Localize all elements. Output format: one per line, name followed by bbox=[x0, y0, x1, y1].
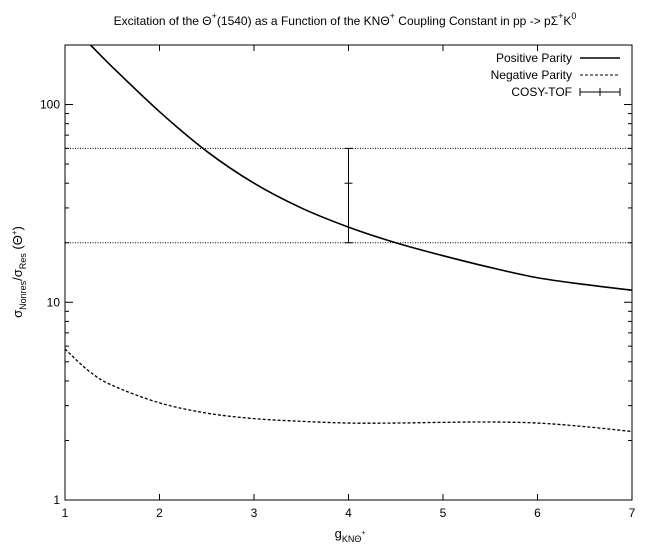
legend-label-cosy-tof: COSY-TOF bbox=[511, 85, 572, 99]
x-tick-label-5: 5 bbox=[440, 506, 447, 520]
y-tick-label-1: 1 bbox=[53, 493, 60, 507]
legend-label-positive-parity: Positive Parity bbox=[496, 51, 572, 65]
measurement-layer bbox=[344, 147, 353, 244]
legend-item-positive-parity: Positive Parity bbox=[496, 51, 620, 65]
x-tick-label-4: 4 bbox=[345, 506, 352, 520]
y-tick-label-10: 10 bbox=[47, 295, 61, 309]
y-axis-label: σNonres/σRes (Θ+) bbox=[10, 226, 28, 318]
plot-frame bbox=[64, 44, 633, 501]
legend-item-negative-parity: Negative Parity bbox=[491, 68, 620, 82]
chart-title: Excitation of the Θ+(1540) as a Function… bbox=[114, 11, 577, 28]
x-axis-label: gKNΘ+ bbox=[335, 526, 366, 544]
x-tick-label-3: 3 bbox=[251, 506, 258, 520]
reference-lines bbox=[65, 147, 632, 244]
legend: Positive Parity Negative Parity COSY-TOF bbox=[491, 51, 621, 99]
legend-item-cosy-tof: COSY-TOF bbox=[511, 85, 621, 99]
axis-ticks: 1 2 3 4 5 6 7 1 10 100 bbox=[40, 44, 636, 520]
x-tick-label-7: 7 bbox=[629, 506, 636, 520]
x-tick-label-2: 2 bbox=[156, 506, 163, 520]
legend-label-negative-parity: Negative Parity bbox=[491, 68, 572, 82]
x-tick-label-6: 6 bbox=[534, 506, 541, 520]
y-tick-label-100: 100 bbox=[40, 98, 60, 112]
x-tick-label-1: 1 bbox=[62, 506, 69, 520]
series-line-negative-parity bbox=[64, 348, 633, 433]
